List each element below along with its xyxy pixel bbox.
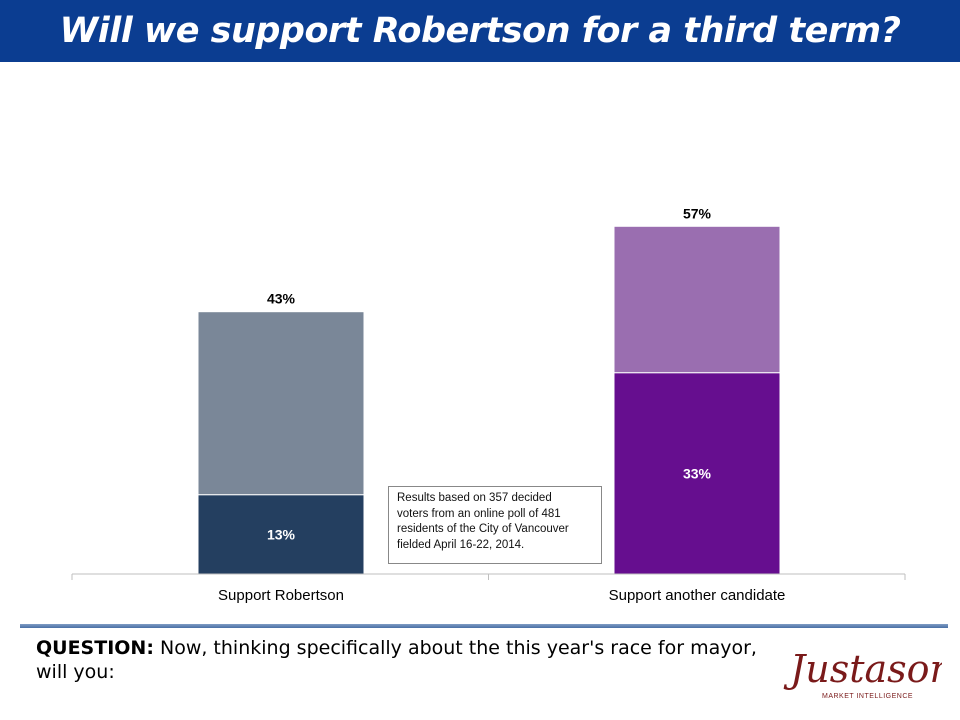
page-title: Will we support Robertson for a third te… [59,11,901,51]
bar-segment [613,225,781,374]
methodology-note: Results based on 357 decided voters from… [388,486,602,564]
title-bar: Will we support Robertson for a third te… [0,0,960,62]
bar-segment [613,372,781,575]
total-label: 57% [683,205,712,221]
logo-tagline: MARKET INTELLIGENCE [822,693,913,700]
footer-divider [20,624,948,628]
category-label: Support another candidate [609,587,786,604]
bar-segment [197,311,365,496]
bar-segment [197,494,365,575]
note-line: voters from an online poll of 481 [397,507,561,520]
note-line: Results based on 357 decided [397,492,552,504]
justason-logo: Justason MARKET INTELLIGENCE [782,636,942,710]
category-label: Support Robertson [218,587,344,604]
question-label: QUESTION: [36,637,154,659]
stacked-bar-chart: 13% 43% Support Robertson 33% 57% Support ano… [71,205,906,604]
segment-label: 33% [683,465,712,481]
segment-label: 13% [267,526,296,542]
question-body: Now, thinking specifically about the thi… [36,637,757,683]
note-line: fielded April 16-22, 2014. [397,538,525,551]
question-text: QUESTION: Now, thinking specifically abo… [36,636,776,684]
total-label: 43% [267,291,296,307]
note-line: residents of the City of Vancouver [397,523,569,535]
logo-wordmark: Justason [783,647,942,691]
